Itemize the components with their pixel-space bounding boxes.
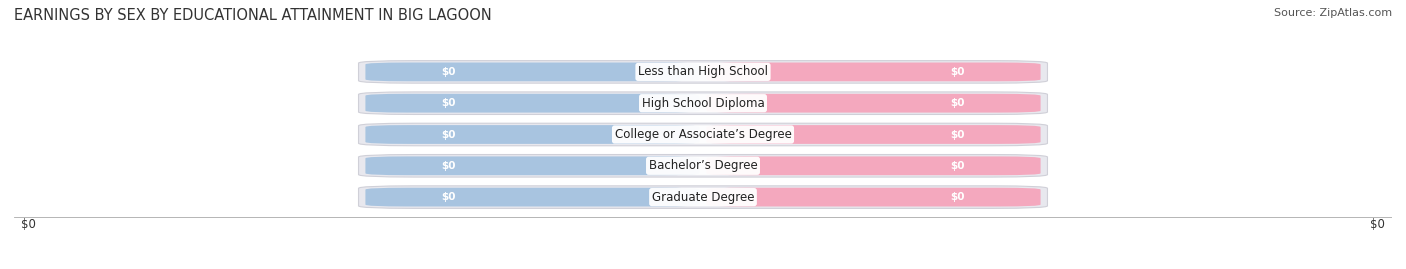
FancyBboxPatch shape	[706, 125, 1040, 144]
Text: Graduate Degree: Graduate Degree	[652, 191, 754, 204]
Text: $0: $0	[950, 67, 965, 77]
Text: $0: $0	[950, 192, 965, 202]
Text: $0: $0	[441, 98, 456, 108]
FancyBboxPatch shape	[366, 188, 700, 207]
Text: $0: $0	[441, 67, 456, 77]
FancyBboxPatch shape	[366, 125, 700, 144]
Text: Less than High School: Less than High School	[638, 65, 768, 78]
Text: $0: $0	[950, 161, 965, 171]
Text: $0: $0	[950, 98, 965, 108]
FancyBboxPatch shape	[359, 186, 1047, 208]
FancyBboxPatch shape	[366, 94, 700, 113]
FancyBboxPatch shape	[706, 188, 1040, 207]
FancyBboxPatch shape	[706, 156, 1040, 175]
Text: College or Associate’s Degree: College or Associate’s Degree	[614, 128, 792, 141]
Text: $0: $0	[441, 129, 456, 140]
FancyBboxPatch shape	[706, 94, 1040, 113]
FancyBboxPatch shape	[359, 154, 1047, 177]
FancyBboxPatch shape	[359, 123, 1047, 146]
FancyBboxPatch shape	[706, 62, 1040, 81]
Text: $0: $0	[441, 192, 456, 202]
Text: $0: $0	[1371, 218, 1385, 231]
Text: $0: $0	[21, 218, 35, 231]
FancyBboxPatch shape	[359, 61, 1047, 83]
Text: $0: $0	[441, 161, 456, 171]
Text: Bachelor’s Degree: Bachelor’s Degree	[648, 159, 758, 172]
Text: $0: $0	[950, 129, 965, 140]
Text: High School Diploma: High School Diploma	[641, 97, 765, 110]
FancyBboxPatch shape	[366, 156, 700, 175]
FancyBboxPatch shape	[366, 62, 700, 81]
Text: EARNINGS BY SEX BY EDUCATIONAL ATTAINMENT IN BIG LAGOON: EARNINGS BY SEX BY EDUCATIONAL ATTAINMEN…	[14, 8, 492, 23]
Text: Source: ZipAtlas.com: Source: ZipAtlas.com	[1274, 8, 1392, 18]
FancyBboxPatch shape	[359, 92, 1047, 115]
